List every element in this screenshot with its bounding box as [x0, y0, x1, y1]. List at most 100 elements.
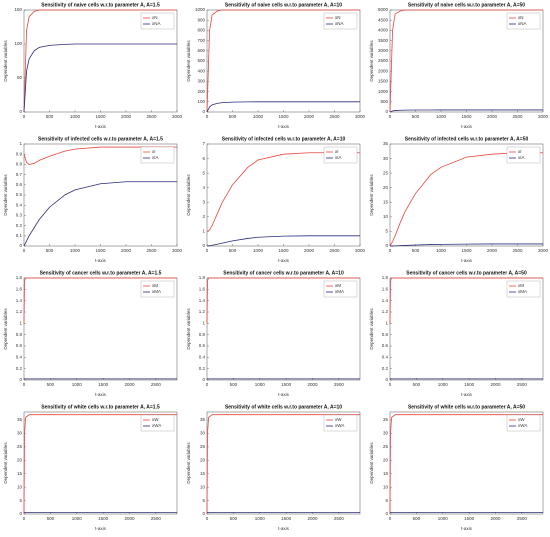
y-tick-label: 5	[385, 498, 388, 503]
line-series	[23, 9, 177, 113]
legend-label: xM	[335, 283, 341, 288]
x-tick-label: 500	[46, 248, 54, 253]
y-axis-label: Dependent variables	[186, 442, 191, 484]
y-tick-label: 1.2	[16, 309, 23, 314]
y-tick-label: 25	[200, 444, 206, 449]
x-tick-label: 2000	[125, 382, 136, 387]
x-tick-label: 0	[23, 248, 26, 253]
y-tick-label: 15	[17, 471, 23, 476]
y-tick-label: 25	[383, 170, 389, 175]
y-axis-label: Dependent variables	[369, 174, 374, 216]
y-tick-label: 800	[197, 28, 205, 33]
y-tick-label: 4000	[378, 28, 389, 33]
x-tick-label: 1500	[95, 114, 106, 119]
y-tick-label: 150	[14, 7, 22, 12]
line-series	[206, 101, 360, 113]
x-tick-label: 2000	[308, 382, 319, 387]
line-series	[389, 414, 543, 515]
x-axis-label: t-axis	[95, 258, 107, 263]
y-tick-label: 5	[202, 498, 205, 503]
x-tick-label: 1000	[438, 382, 449, 387]
chart-title: Sensitivity of infected cells w.r.to par…	[405, 136, 529, 142]
legend-box	[323, 280, 358, 298]
legend-box	[506, 280, 541, 298]
y-tick-label: 2000	[378, 68, 389, 73]
legend-label: xMA	[518, 289, 527, 294]
y-axis-label: Dependent variables	[186, 40, 191, 82]
x-axis-label: t-axis	[95, 526, 107, 531]
y-tick-label: 1.6	[199, 287, 206, 292]
x-axis-label: t-axis	[461, 526, 473, 531]
y-tick-label: 0	[202, 109, 205, 114]
chart: Sensitivity of white cells w.r.to parame…	[369, 404, 544, 531]
chart: Sensitivity of infected cells w.r.to par…	[369, 136, 548, 263]
y-tick-label: 50	[17, 75, 23, 80]
x-tick-label: 500	[47, 516, 55, 521]
legend-label: xIA	[335, 155, 342, 160]
x-tick-label: 2000	[487, 114, 498, 119]
legend-box	[140, 280, 175, 298]
x-tick-label: 1500	[278, 114, 289, 119]
y-tick-label: 0.4	[382, 355, 389, 360]
line-series	[206, 235, 360, 247]
y-tick-label: 400	[197, 68, 205, 73]
chart: Sensitivity of white cells w.r.to parame…	[186, 404, 361, 531]
x-axis-label: t-axis	[461, 258, 473, 263]
y-tick-label: 200	[197, 89, 205, 94]
y-tick-label: 5	[202, 170, 205, 175]
x-tick-label: 2000	[487, 248, 498, 253]
x-tick-label: 0	[389, 114, 392, 119]
y-tick-label: 15	[200, 471, 206, 476]
x-tick-label: 1500	[98, 382, 109, 387]
y-tick-label: 1000	[378, 89, 389, 94]
x-tick-label: 500	[230, 516, 238, 521]
y-tick-label: 10	[383, 214, 389, 219]
y-tick-label: 1	[19, 321, 22, 326]
legend-label: xW	[152, 417, 159, 422]
legend-label: xN	[335, 15, 341, 20]
chart: Sensitivity of infected cells w.r.to par…	[3, 136, 182, 263]
x-tick-label: 0	[206, 114, 209, 119]
x-tick-label: 2000	[125, 516, 136, 521]
legend-box	[323, 12, 358, 30]
y-axis-label: Dependent variables	[369, 308, 374, 350]
x-axis-label: t-axis	[461, 392, 473, 397]
y-tick-label: 0.8	[16, 332, 23, 337]
y-tick-label: 0	[385, 109, 388, 114]
x-tick-label: 2000	[304, 114, 315, 119]
x-tick-label: 1500	[95, 248, 106, 253]
y-tick-label: 25	[383, 444, 389, 449]
chart-title: Sensitivity of cancer cells w.r.to param…	[406, 270, 527, 276]
x-tick-label: 1000	[253, 114, 264, 119]
y-tick-label: 5	[19, 498, 22, 503]
legend-label: xM	[518, 283, 524, 288]
x-tick-label: 0	[206, 516, 209, 521]
legend-box	[140, 146, 175, 164]
legend-label: xWA	[518, 423, 527, 428]
y-tick-label: 0.5	[16, 192, 23, 197]
y-tick-label: 0.3	[16, 213, 23, 218]
y-tick-label: 0	[202, 243, 205, 248]
y-tick-label: 20	[383, 185, 389, 190]
x-tick-label: 500	[413, 516, 421, 521]
x-tick-label: 2000	[121, 114, 132, 119]
x-tick-label: 1000	[70, 248, 81, 253]
y-tick-label: 1.2	[382, 309, 389, 314]
y-tick-label: 1.2	[199, 309, 206, 314]
y-tick-label: 3500	[378, 38, 389, 43]
y-tick-label: 10	[17, 484, 23, 489]
y-tick-label: 0.9	[16, 151, 23, 156]
x-axis-label: t-axis	[95, 392, 107, 397]
x-tick-label: 2000	[121, 248, 132, 253]
y-tick-label: 0.6	[199, 343, 206, 348]
y-tick-label: 35	[383, 417, 389, 422]
legend-label: xNA	[518, 21, 527, 26]
legend-label: xW	[335, 417, 342, 422]
y-tick-label: 1.8	[199, 275, 206, 280]
y-tick-label: 1.8	[382, 275, 389, 280]
legend-label: xN	[152, 15, 158, 20]
x-tick-label: 2500	[329, 248, 340, 253]
x-tick-label: 1500	[98, 516, 109, 521]
y-tick-label: 30	[383, 431, 389, 436]
x-tick-label: 2500	[146, 248, 157, 253]
